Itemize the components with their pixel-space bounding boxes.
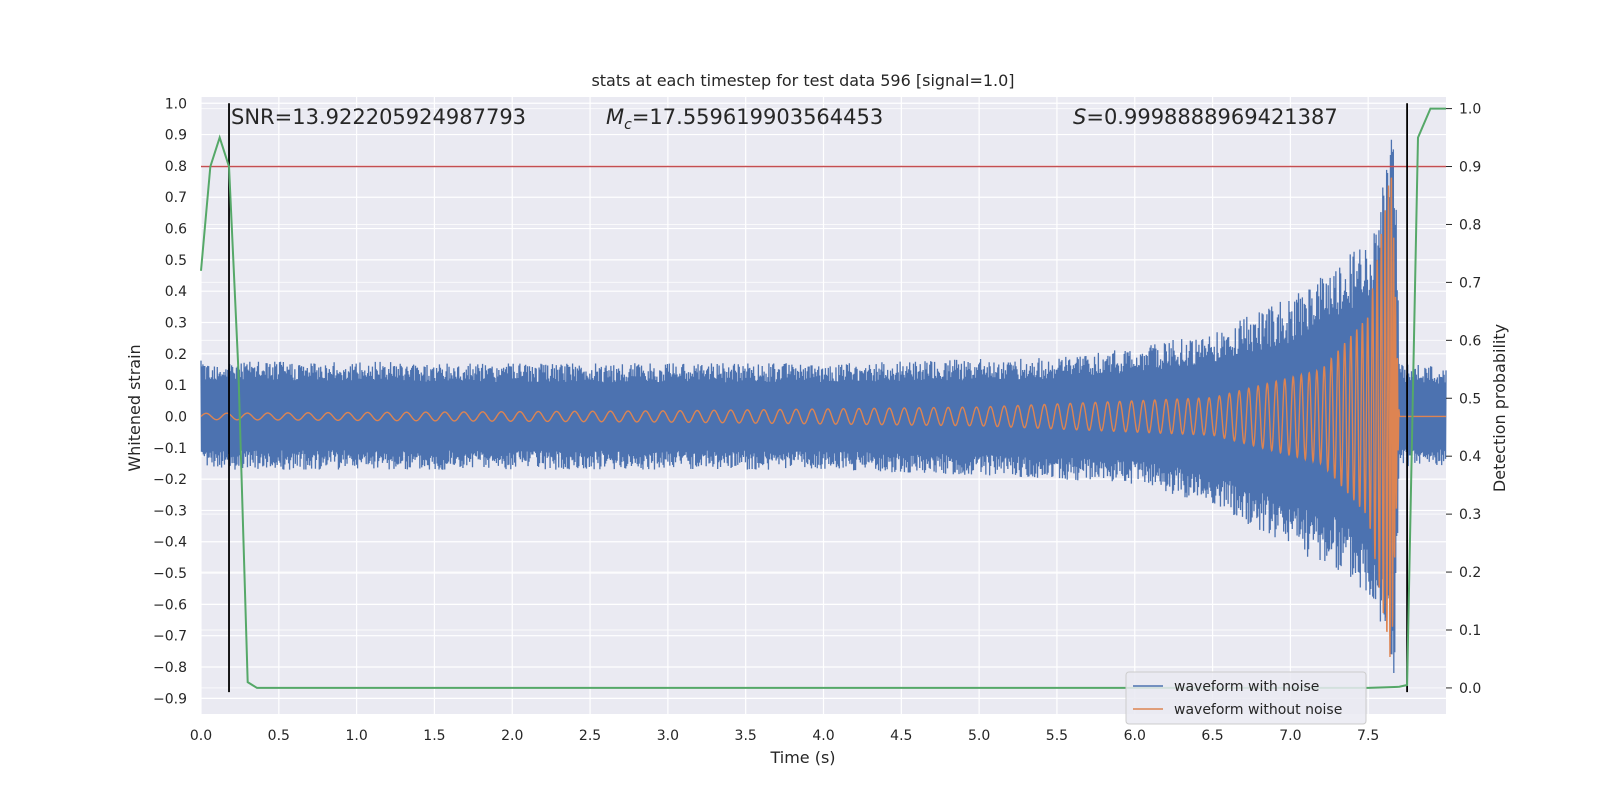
x-tick-2.0: 2.0: [501, 728, 523, 744]
s-value: =0.9998888969421387: [1086, 105, 1337, 129]
x-tick-1.5: 1.5: [423, 728, 445, 744]
y-right-tick-0.3: 0.3: [1459, 507, 1481, 523]
y-left-tick-−0.9: −0.9: [153, 691, 187, 707]
y-right-tick-1.0: 1.0: [1459, 102, 1481, 118]
y-left-tick-0.5: 0.5: [165, 253, 187, 269]
y-right-tick-0.5: 0.5: [1459, 391, 1481, 407]
x-tick-3.5: 3.5: [735, 728, 757, 744]
reference-lines: [201, 103, 1446, 693]
y-left-tick-0.9: 0.9: [165, 128, 187, 144]
x-axis-label: Time (s): [769, 748, 835, 767]
y-right-tick-0.9: 0.9: [1459, 160, 1481, 176]
y-left-tick-−0.7: −0.7: [153, 629, 187, 645]
mc-subscript: c: [624, 117, 632, 133]
y-left-axis-label: Whitened strain: [125, 344, 144, 471]
y-left-tick-0.0: 0.0: [165, 409, 187, 425]
y-left-tick-−0.1: −0.1: [153, 441, 187, 457]
x-tick-4.0: 4.0: [812, 728, 834, 744]
x-tick-7.5: 7.5: [1357, 728, 1379, 744]
y-left-tick-0.4: 0.4: [165, 284, 187, 300]
chart-title: stats at each timestep for test data 596…: [591, 71, 1014, 90]
x-tick-3.0: 3.0: [657, 728, 679, 744]
y-left-tick-−0.3: −0.3: [153, 503, 187, 519]
legend-box: [1125, 671, 1367, 725]
x-tick-7.0: 7.0: [1279, 728, 1301, 744]
y-left-tick-0.1: 0.1: [165, 378, 187, 394]
y-right-axis-label: Detection probability: [1490, 324, 1509, 492]
y-right-tick-0.7: 0.7: [1459, 275, 1481, 291]
s-annotation: S=0.9998888969421387: [1073, 105, 1338, 129]
legend-label-clean: waveform without noise: [1174, 702, 1342, 718]
y-left-tick-−0.5: −0.5: [153, 566, 187, 582]
clean-line: [200, 177, 1446, 658]
y-right-tick-0.6: 0.6: [1459, 333, 1481, 349]
snr-annotation: SNR=13.922205924987793: [231, 105, 526, 129]
probability-line: [200, 107, 1446, 689]
legend-label-noise: waveform with noise: [1174, 679, 1319, 695]
s-symbol: S: [1073, 105, 1086, 129]
mc-annotation: Mc=17.559619903564453: [606, 105, 883, 133]
x-tick-0.5: 0.5: [268, 728, 290, 744]
x-tick-5.5: 5.5: [1046, 728, 1068, 744]
mc-symbol: M: [606, 105, 624, 129]
y-right-tick-labels: 1.0 0.9 0.8 0.7 0.6 0.5 0.4 0.3 0.2 0.1 0.0: [1446, 102, 1481, 697]
y-left-tick-−0.8: −0.8: [153, 660, 187, 676]
y-left-tick-1.0: 1.0: [165, 96, 187, 112]
y-left-tick-0.7: 0.7: [165, 190, 187, 206]
y-right-tick-0.4: 0.4: [1459, 449, 1481, 465]
y-left-tick-−0.2: −0.2: [153, 472, 187, 488]
series-waveform-with-noise: [200, 139, 1447, 673]
x-tick-4.5: 4.5: [890, 728, 912, 744]
y-right-tick-0.2: 0.2: [1459, 565, 1481, 581]
y-right-tick-0.0: 0.0: [1459, 681, 1481, 697]
y-right-tick-0.1: 0.1: [1459, 623, 1481, 639]
y-left-tick-0.8: 0.8: [165, 159, 187, 175]
noise-line: [200, 139, 1447, 673]
x-tick-labels: 0.0 0.5 1.0 1.5 2.0 2.5 3.0 3.5 4.0 4.5 5.0 5.5 6.0 6…: [190, 728, 1379, 744]
y-left-tick-0.2: 0.2: [165, 347, 187, 363]
mc-value: =17.559619903564453: [632, 105, 883, 129]
y-left-tick-−0.4: −0.4: [153, 535, 187, 551]
y-right-tick-0.8: 0.8: [1459, 217, 1481, 233]
y-left-tick-0.6: 0.6: [165, 222, 187, 238]
x-tick-1.0: 1.0: [345, 728, 367, 744]
x-tick-6.5: 6.5: [1201, 728, 1223, 744]
y-left-tick-−0.6: −0.6: [153, 597, 187, 613]
x-tick-6.0: 6.0: [1124, 728, 1146, 744]
legend: waveform with noise waveform without noi…: [1125, 671, 1367, 725]
series-waveform-without-noise: [200, 177, 1446, 658]
series-detection-probability: [200, 107, 1446, 689]
x-tick-5.0: 5.0: [968, 728, 990, 744]
x-tick-2.5: 2.5: [579, 728, 601, 744]
x-tick-0.0: 0.0: [190, 728, 212, 744]
y-left-tick-0.3: 0.3: [165, 316, 187, 332]
y-left-tick-labels: 1.0 0.9 0.8 0.7 0.6 0.5 0.4 0.3 0.2 0.1 0.0 −0.1 −0.…: [153, 96, 187, 707]
